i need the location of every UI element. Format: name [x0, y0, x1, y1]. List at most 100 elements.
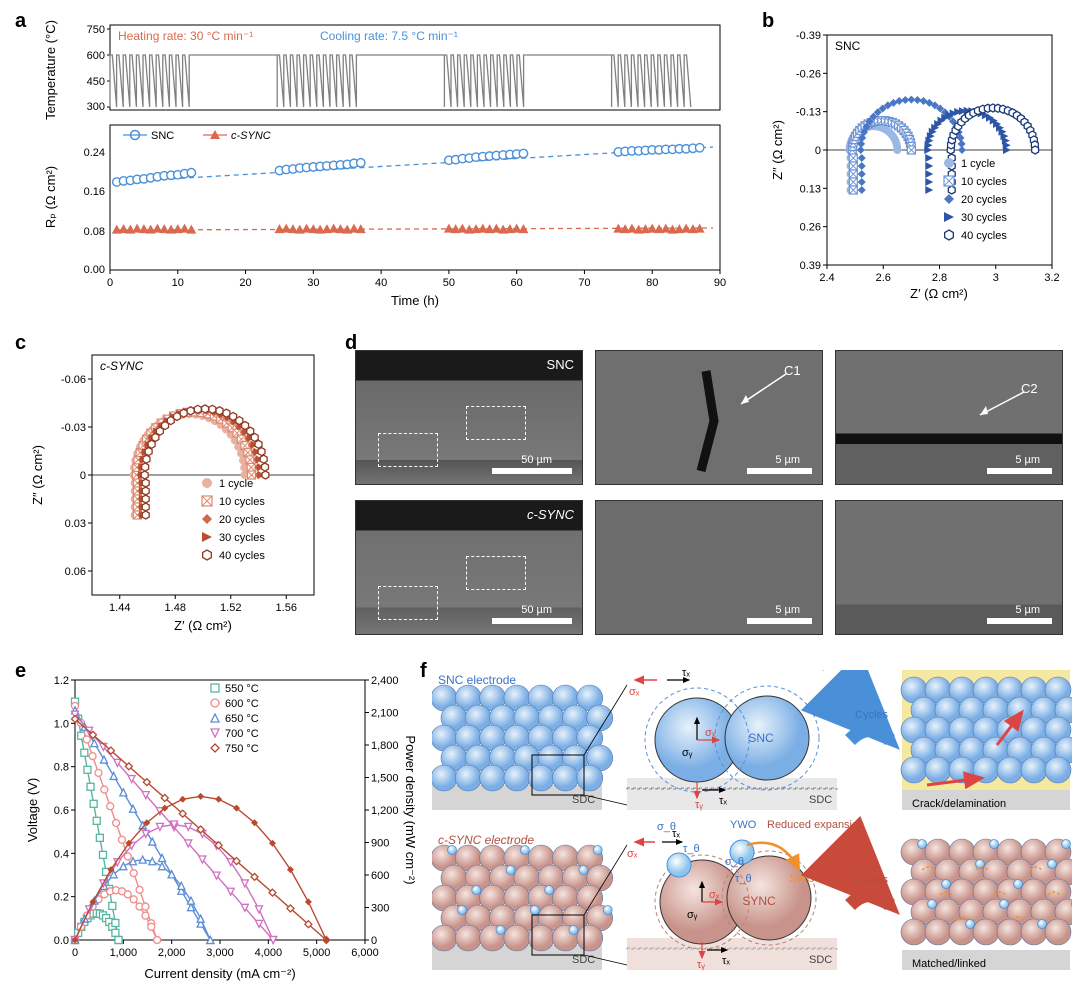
f-stheta: σ_θ	[657, 821, 676, 833]
f-cycles-1: Cycles	[855, 709, 889, 721]
f-sx-1: σₓ	[629, 686, 640, 698]
svg-text:2.4: 2.4	[819, 272, 834, 284]
f-ty-1: τᵧ	[695, 799, 703, 811]
panel-f: SNC electrode SDC SNC Thermal expansion …	[432, 670, 1072, 985]
svg-text:0.39: 0.39	[800, 260, 821, 272]
svg-text:30 cycles: 30 cycles	[961, 212, 1007, 224]
svg-text:0.4: 0.4	[54, 848, 69, 860]
svg-text:-0.03: -0.03	[61, 422, 86, 434]
f-swo: SWO	[789, 873, 816, 885]
svg-text:0.03: 0.03	[65, 518, 86, 530]
scale-50-1: 50 µm	[521, 454, 552, 466]
legend-snc: SNC	[151, 130, 174, 142]
sem-csync-label: c-SYNC	[527, 507, 574, 522]
svg-text:700 °C: 700 °C	[225, 728, 259, 740]
svg-text:750: 750	[87, 24, 105, 36]
svg-text:300: 300	[371, 903, 389, 915]
f-crack: Crack/delamination	[912, 798, 1006, 810]
panel-c: c-SYNC -0.06 -0.03 0 0.03 0.06 1.44 1.48 1.52 1…	[20, 345, 332, 640]
f-ttheta: τ_θ	[683, 843, 700, 855]
panel-a-top-ylabel: Temperature (°C)	[43, 20, 58, 120]
svg-text:1.52: 1.52	[220, 602, 241, 614]
f-reduced: Reduced expansion	[767, 819, 864, 831]
svg-text:4,000: 4,000	[255, 947, 283, 959]
panel-c-xlabel: Z′ (Ω cm²)	[174, 618, 232, 633]
svg-text:0.16: 0.16	[84, 186, 105, 198]
f-stheta2: σ_θ	[725, 856, 744, 868]
svg-text:2.8: 2.8	[932, 272, 947, 284]
f-tx-1b: τₓ	[719, 795, 727, 807]
svg-text:0.00: 0.00	[84, 264, 105, 276]
svg-text:90: 90	[714, 277, 726, 289]
svg-text:0: 0	[815, 145, 821, 157]
panel-e-xlabel: Current density (mA cm⁻²)	[144, 966, 295, 981]
svg-text:0.13: 0.13	[800, 183, 821, 195]
svg-text:0.26: 0.26	[800, 222, 821, 234]
f-tx-2b: τₓ	[722, 955, 730, 967]
svg-text:0.24: 0.24	[84, 147, 105, 159]
svg-text:0: 0	[80, 470, 86, 482]
legend-csync: c-SYNC	[231, 130, 271, 142]
f-sx-2b: σₓ	[709, 889, 720, 901]
panel-b: SNC -0.39-0.26-0.1300.130.260.39 2.42.62…	[765, 25, 1070, 310]
svg-text:-0.26: -0.26	[796, 68, 821, 80]
panel-c-title: c-SYNC	[100, 359, 144, 373]
svg-text:600: 600	[371, 870, 389, 882]
svg-text:550 °C: 550 °C	[225, 683, 259, 695]
cooling-rate-text: Cooling rate: 7.5 °C min⁻¹	[320, 29, 458, 43]
svg-text:80: 80	[646, 277, 658, 289]
svg-text:0.6: 0.6	[54, 805, 69, 817]
svg-text:1.48: 1.48	[165, 602, 186, 614]
svg-text:20 cycles: 20 cycles	[961, 194, 1007, 206]
f-sdc-4: SDC	[809, 954, 832, 966]
panel-a-xlabel: Time (h)	[391, 293, 439, 308]
svg-text:1.44: 1.44	[109, 602, 130, 614]
svg-text:650 °C: 650 °C	[225, 713, 259, 725]
f-snc-electrode: SNC electrode	[438, 673, 516, 687]
svg-text:1.56: 1.56	[276, 602, 297, 614]
f-sy-1: σᵧ	[682, 747, 693, 759]
svg-text:0.8: 0.8	[54, 762, 69, 774]
svg-text:-0.39: -0.39	[796, 30, 821, 42]
panel-b-xlabel: Z′ (Ω cm²)	[910, 286, 968, 301]
svg-text:0.06: 0.06	[65, 566, 86, 578]
panel-c-ylabel: Z″ (Ω cm²)	[30, 445, 45, 505]
svg-text:1.2: 1.2	[54, 675, 69, 687]
svg-text:1,200: 1,200	[371, 805, 399, 817]
svg-text:1,500: 1,500	[371, 773, 399, 785]
svg-text:0.08: 0.08	[84, 226, 105, 238]
panel-a-svg: 300 450 600 750 Temperature (°C) Heating…	[30, 20, 740, 310]
sem-snc-label: SNC	[547, 357, 574, 372]
svg-text:-0.06: -0.06	[61, 374, 86, 386]
scale-5-3: 5 µm	[775, 604, 800, 616]
svg-text:1,800: 1,800	[371, 740, 399, 752]
svg-text:10 cycles: 10 cycles	[961, 176, 1007, 188]
svg-text:0: 0	[371, 935, 377, 947]
panel-e-ylabel-r: Power density (mW cm⁻²)	[403, 735, 415, 884]
svg-text:40 cycles: 40 cycles	[961, 230, 1007, 242]
svg-text:30: 30	[307, 277, 319, 289]
c2-label: C2	[1021, 381, 1038, 396]
svg-text:750 °C: 750 °C	[225, 743, 259, 755]
f-tx-1: τₓ	[682, 670, 690, 679]
scale-5-1: 5 µm	[775, 454, 800, 466]
f-matched: Matched/linked	[912, 958, 986, 970]
svg-text:20 cycles: 20 cycles	[219, 514, 265, 526]
f-snc-label: SNC	[748, 731, 774, 745]
panel-e: 0.00.20.40.60.81.01.2 03006009001,2001,5…	[20, 670, 415, 985]
svg-text:450: 450	[87, 76, 105, 88]
svg-text:40: 40	[375, 277, 387, 289]
svg-text:1 cycle: 1 cycle	[961, 158, 995, 170]
svg-text:0: 0	[72, 947, 78, 959]
svg-text:0: 0	[107, 277, 113, 289]
svg-text:2,400: 2,400	[371, 675, 399, 687]
f-sync-label: SYNC	[742, 894, 776, 908]
heating-rate-text: Heating rate: 30 °C min⁻¹	[118, 29, 253, 43]
f-sy-2: σᵧ	[687, 909, 698, 921]
panel-d: SNC 50 µm C1 5 µm C2 5 µm c-SYNC 50 µm 5…	[355, 350, 1070, 645]
svg-text:3.2: 3.2	[1044, 272, 1059, 284]
f-sx-2: σₓ	[627, 848, 638, 860]
svg-text:900: 900	[371, 838, 389, 850]
svg-text:3: 3	[993, 272, 999, 284]
svg-text:300: 300	[87, 101, 105, 113]
